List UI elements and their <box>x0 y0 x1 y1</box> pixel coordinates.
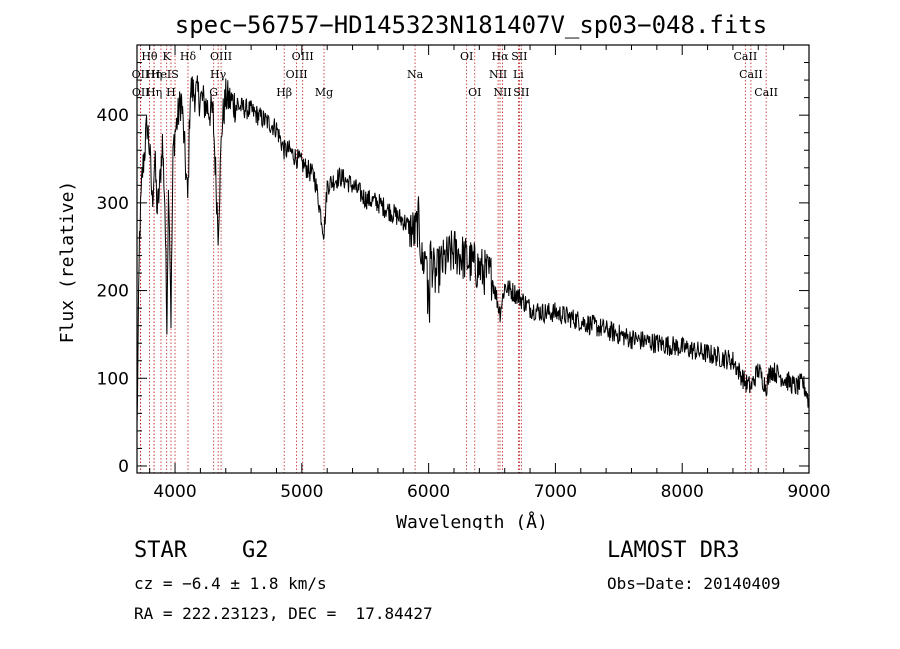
redshift-info: cz = −6.4 ± 1.8 km/s <box>134 574 327 593</box>
line-label-2: Hδ <box>180 50 197 63</box>
y-tick-label-3: 300 <box>97 194 129 214</box>
line-label-4: OIII <box>292 50 314 63</box>
line-label-7: SII <box>511 50 527 63</box>
y-axis-ticks: 0 100 200 300 400 <box>97 62 809 477</box>
x-tick-label-3: 7000 <box>534 482 577 502</box>
y-tick-label-1: 100 <box>97 369 129 389</box>
line-label-0: Hθ <box>141 50 158 63</box>
line-label-10: Hη <box>146 68 162 81</box>
line-label-3: OIII <box>210 50 232 63</box>
survey-name: LAMOST DR3 <box>607 538 740 563</box>
y-tick-label-2: 200 <box>97 282 129 302</box>
line-label-16: NII <box>489 68 507 81</box>
line-label-27: SII <box>513 86 529 99</box>
spectrum-line <box>136 75 810 425</box>
line-label-18: CaII <box>739 68 763 81</box>
line-label-22: G <box>209 86 218 99</box>
x-tick-label-0: 4000 <box>153 482 196 502</box>
line-label-11: HeI <box>151 68 171 81</box>
line-label-15: Na <box>407 68 424 81</box>
object-subclass: G2 <box>242 538 269 563</box>
line-label-9: OII <box>132 68 150 81</box>
line-label-23: Hβ <box>276 86 292 99</box>
x-axis-label: Wavelength (Å) <box>396 511 548 530</box>
line-label-8: CaII <box>734 50 758 63</box>
line-label-26: NII <box>493 86 511 99</box>
line-label-1: K <box>163 50 172 63</box>
line-label-14: OIII <box>286 68 308 81</box>
x-tick-label-2: 6000 <box>407 482 450 502</box>
chart-title: spec−56757−HD145323N181407V_sp03−048.fit… <box>175 11 767 39</box>
line-label-20: Hη <box>146 86 162 99</box>
observation-date: Obs−Date: 20140409 <box>607 574 781 593</box>
spectrum-chart: spec−56757−HD145323N181407V_sp03−048.fit… <box>57 11 831 530</box>
x-axis-ticks: 4000 5000 6000 7000 8000 9000 <box>149 45 831 502</box>
x-tick-label-1: 5000 <box>280 482 323 502</box>
line-label-19: OII <box>132 86 150 99</box>
line-label-13: Hγ <box>210 68 227 81</box>
line-label-28: CaII <box>754 86 778 99</box>
line-label-25: OI <box>468 86 481 99</box>
spectral-line-markers <box>140 45 767 473</box>
plot-frame <box>136 44 810 474</box>
line-label-12: S <box>171 68 179 81</box>
line-label-21: H <box>166 86 176 99</box>
y-tick-label-0: 0 <box>118 457 129 477</box>
line-label-5: OI <box>460 50 473 63</box>
line-label-24: Mg <box>315 86 333 99</box>
object-class: STAR <box>134 538 187 563</box>
y-axis-label: Flux (relative) <box>57 181 78 344</box>
x-tick-label-4: 8000 <box>661 482 704 502</box>
line-label-17: Li <box>513 68 524 81</box>
y-tick-label-4: 400 <box>97 106 129 126</box>
x-tick-label-5: 9000 <box>787 482 830 502</box>
coordinates: RA = 222.23123, DEC = 17.84427 <box>134 604 433 623</box>
line-label-6: Hα <box>491 50 509 63</box>
